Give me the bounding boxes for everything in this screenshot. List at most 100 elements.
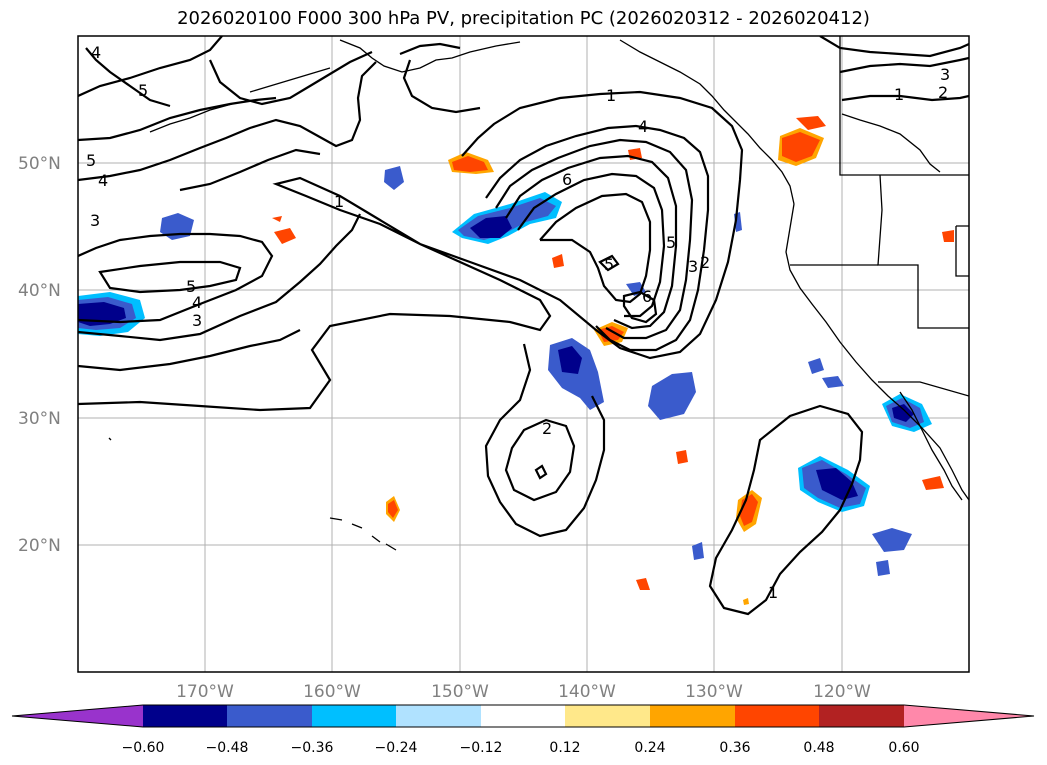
- colorbar-ticks: −0.60 −0.48 −0.36 −0.24 −0.12 0.12 0.24 …: [122, 740, 920, 756]
- colorbar-tick-label: 0.36: [719, 740, 750, 756]
- colorbar-tick-label: 0.24: [634, 740, 665, 756]
- colorbar-tick-label: −0.36: [291, 740, 334, 756]
- pv-contour: [505, 154, 678, 330]
- pv-contour: [708, 404, 864, 616]
- map-area: [78, 36, 969, 672]
- lon-label: 120°W: [813, 682, 871, 702]
- colorbar-tick-label: −0.48: [206, 740, 249, 756]
- map-title: 2026020100 F000 300 hPa PV, precipitatio…: [177, 8, 870, 29]
- contour-label: 6: [562, 170, 572, 189]
- pv-contour: [517, 172, 666, 318]
- precip-shading: [78, 116, 954, 605]
- lat-labels: 50°N 40°N 30°N 20°N: [18, 154, 61, 556]
- precip-pos-area: [676, 450, 688, 464]
- precip-neg-area: [558, 346, 582, 374]
- contour-labels: 4 5 5 4 3 5 4 3 1 1 4 6 5 5 6 3 2 2 1 3 …: [86, 43, 950, 602]
- pv-contour: [78, 213, 361, 342]
- precip-neg-area: [692, 542, 704, 560]
- pv-contour: [485, 124, 710, 352]
- contour-label: 1: [894, 85, 904, 104]
- lon-label: 150°W: [431, 682, 489, 702]
- pv-contour: [484, 343, 606, 538]
- lon-label: 160°W: [303, 682, 361, 702]
- colorbar-tick-label: −0.12: [460, 740, 503, 756]
- colorbar-outline: [11, 704, 1035, 728]
- pv-contour: [78, 90, 744, 412]
- lon-label: 140°W: [558, 682, 616, 702]
- colorbar-extend-left: [12, 705, 143, 727]
- precip-neg-area: [822, 376, 844, 388]
- pv-contour: [622, 290, 658, 324]
- precip-neg-area: [872, 528, 912, 552]
- contour-label: 2: [938, 83, 948, 102]
- pv-contour: [495, 138, 694, 340]
- pv-contour: [534, 464, 548, 480]
- precip-pos-area: [796, 116, 826, 130]
- colorbar-segment: [312, 705, 396, 727]
- precip-pos-area: [272, 216, 282, 222]
- colorbar-extend-right: [904, 705, 1034, 727]
- pv-contour: [402, 59, 481, 114]
- colorbar-tick-label: 0.60: [888, 740, 919, 756]
- precip-pos-area: [743, 598, 749, 605]
- contour-label: 3: [940, 65, 950, 84]
- precip-pos-area: [922, 476, 944, 490]
- contour-label: 1: [768, 583, 778, 602]
- precip-neg-area: [892, 404, 914, 422]
- lon-labels: 170°W 160°W 150°W 140°W 130°W 120°W: [176, 682, 871, 702]
- map-frame: [77, 35, 970, 673]
- contour-label: 2: [542, 419, 552, 438]
- precip-neg-area: [470, 216, 512, 238]
- colorbar-segment: [650, 705, 735, 727]
- colorbar-segment: [735, 705, 819, 727]
- gridlines: [78, 36, 969, 672]
- precip-pos-area: [782, 132, 820, 162]
- colorbar-segment: [819, 705, 904, 727]
- lon-label: 130°W: [685, 682, 743, 702]
- contour-label: 2: [700, 253, 710, 272]
- pv-contour: [179, 148, 321, 192]
- colorbar-segment: [481, 705, 565, 727]
- lat-label: 50°N: [18, 154, 61, 174]
- contour-label: 5: [186, 277, 196, 296]
- pv-contour: [399, 42, 461, 56]
- colorbar-tick-label: −0.60: [122, 740, 165, 756]
- colorbar-tick-label: 0.48: [803, 740, 834, 756]
- colorbar-tick-label: −0.24: [375, 740, 418, 756]
- contour-label: 5: [86, 151, 96, 170]
- colorbar-segment: [143, 705, 227, 727]
- precip-neg-area: [876, 560, 890, 576]
- contour-label: 3: [688, 257, 698, 276]
- pv-contour: [504, 418, 576, 502]
- pv-contour: [78, 61, 377, 182]
- contour-label: 1: [606, 86, 616, 105]
- precip-pos-area: [598, 326, 624, 342]
- coastlines: [108, 36, 969, 551]
- precip-pos-area: [388, 500, 398, 518]
- pv-contour: [98, 260, 242, 294]
- contour-label: 5: [666, 233, 676, 252]
- contour-label: 5: [604, 255, 614, 274]
- precip-neg-area: [648, 372, 696, 420]
- pv-contour: [539, 192, 652, 304]
- lat-label: 20°N: [18, 536, 61, 556]
- contour-label: 1: [334, 192, 344, 211]
- pv-contour: [85, 47, 171, 108]
- lat-label: 40°N: [18, 281, 61, 301]
- precip-pos-area: [552, 254, 564, 268]
- lon-label: 170°W: [176, 682, 234, 702]
- contour-label: 4: [192, 293, 202, 312]
- contour-label: 4: [91, 43, 101, 62]
- precip-pos-area: [452, 156, 488, 172]
- contour-label: 4: [98, 171, 108, 190]
- contour-label: 6: [642, 287, 652, 306]
- precip-pos-area: [942, 230, 954, 242]
- pv-contour: [819, 36, 969, 58]
- pv-contour: [78, 329, 301, 372]
- precip-neg-area: [808, 358, 824, 374]
- contour-label: 4: [638, 117, 648, 136]
- pv-contour: [208, 50, 373, 106]
- pv-contour: [841, 94, 969, 102]
- precip-neg-area: [384, 166, 404, 190]
